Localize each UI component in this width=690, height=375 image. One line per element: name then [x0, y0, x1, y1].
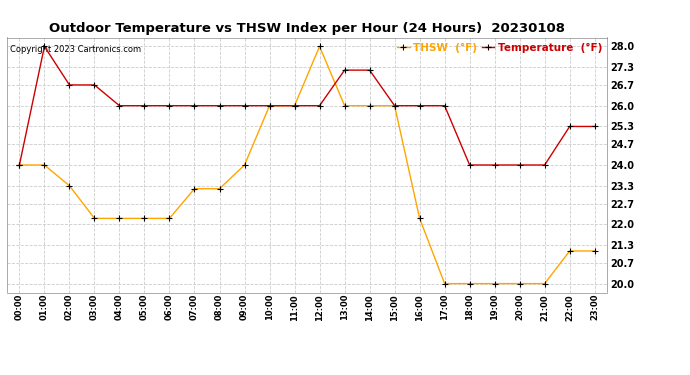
Text: Copyright 2023 Cartronics.com: Copyright 2023 Cartronics.com: [10, 45, 141, 54]
Title: Outdoor Temperature vs THSW Index per Hour (24 Hours)  20230108: Outdoor Temperature vs THSW Index per Ho…: [49, 22, 565, 35]
Legend: THSW  (°F), Temperature  (°F): THSW (°F), Temperature (°F): [397, 43, 602, 53]
